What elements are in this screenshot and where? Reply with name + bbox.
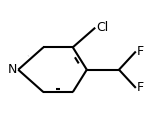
Text: F: F: [137, 81, 144, 94]
Text: N: N: [7, 63, 17, 76]
Text: F: F: [137, 45, 144, 58]
Text: Cl: Cl: [97, 21, 109, 34]
